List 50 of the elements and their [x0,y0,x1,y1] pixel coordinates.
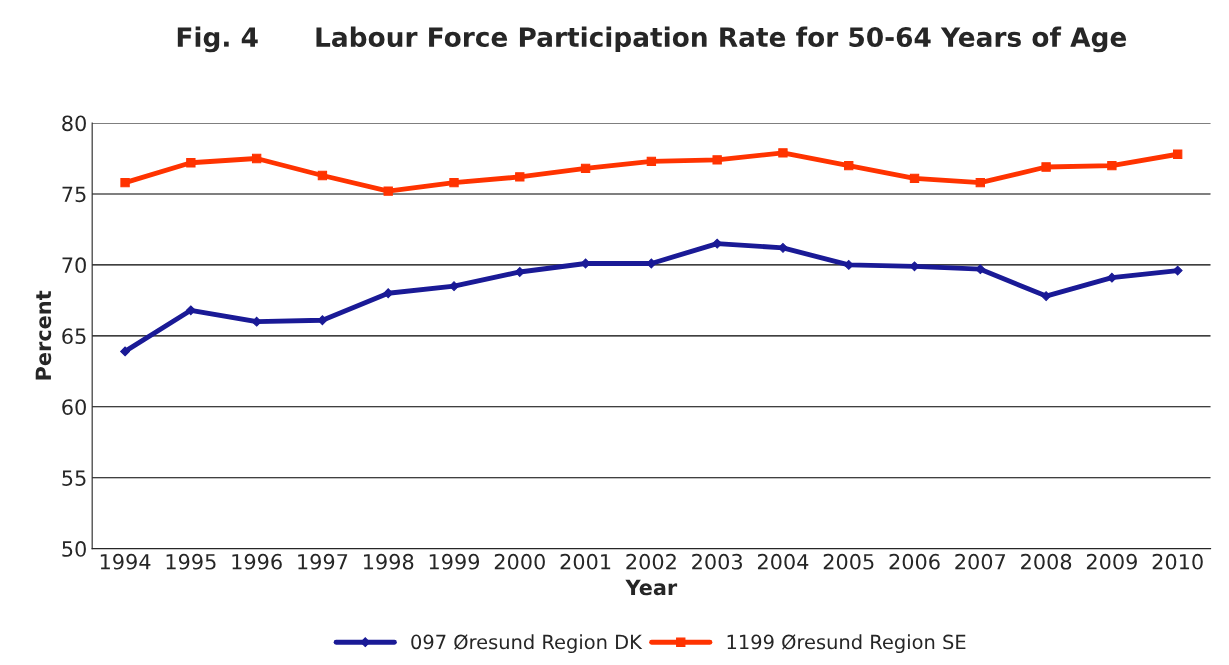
x-tick-label: 2003 [692,553,742,570]
point [449,177,459,188]
legend-label: 1199 Øresund Region SE [727,634,966,654]
x-tick-label: 2005 [823,553,874,570]
point [120,346,131,357]
x-tick-label: 1999 [429,553,480,570]
point [975,177,985,188]
x-tick-label: 2010 [1152,553,1203,570]
x-tick-label: 1995 [166,553,216,570]
x-tick-label: 2009 [1086,553,1137,570]
x-tick-label: 1998 [364,553,414,570]
point [1041,162,1051,172]
point [317,170,328,181]
x-tick-label: 2001 [560,553,611,570]
x-tick-label: 2006 [889,553,940,570]
y-tick-label: 55 [62,470,86,486]
point [515,172,525,182]
x-tick-label: 2004 [757,553,809,570]
x-axis-title: Year [625,579,678,596]
legend-label: 097 Øresund Region DK [411,634,643,654]
y-tick-label: 70 [62,257,86,274]
x-tick-label: 2000 [494,553,545,570]
x-tick-label: 2007 [955,553,1006,570]
x-tick-label: 1996 [232,553,282,570]
x-tick-label: 2008 [1021,553,1072,570]
point [185,305,196,316]
x-tick-label: 2002 [626,553,676,570]
chart-title: Fig. 4 Labour Force Participation Rate for 50-64 Years of Age [177,26,1127,53]
y-tick-label: 50 [62,541,86,557]
point [844,160,854,171]
y-tick-label: 80 [62,115,86,132]
point [186,158,196,168]
point [1106,272,1117,283]
y-tick-label: 75 [62,186,86,203]
x-tick-label: 1994 [100,553,151,570]
point [1107,160,1117,171]
y-tick-label: 65 [62,328,86,345]
x-tick-label: 1997 [298,553,348,570]
point [712,155,722,165]
point [120,177,130,188]
point [1172,149,1183,159]
point [383,186,393,196]
y-tick-label: 60 [62,399,86,415]
point [778,148,788,158]
point [251,153,262,164]
y-axis-title: Percent [35,290,52,380]
point [646,156,657,167]
point [909,173,920,184]
point [449,281,459,292]
point [580,163,591,174]
